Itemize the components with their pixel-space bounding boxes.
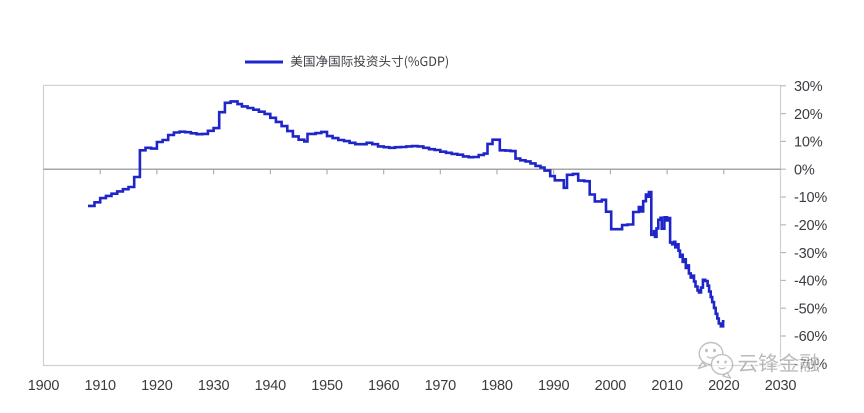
- svg-text:-50%: -50%: [794, 301, 827, 317]
- svg-text:-20%: -20%: [794, 218, 827, 234]
- svg-text:1920: 1920: [141, 378, 173, 394]
- svg-text:-40%: -40%: [794, 274, 827, 290]
- svg-text:2020: 2020: [708, 378, 740, 394]
- svg-text:1980: 1980: [481, 378, 513, 394]
- svg-text:2010: 2010: [651, 378, 683, 394]
- svg-text:-10%: -10%: [794, 190, 827, 206]
- svg-text:1930: 1930: [198, 378, 230, 394]
- svg-text:1940: 1940: [255, 378, 287, 394]
- svg-text:30%: 30%: [794, 79, 823, 95]
- svg-text:1900: 1900: [28, 378, 60, 394]
- svg-text:20%: 20%: [794, 107, 823, 123]
- svg-text:2000: 2000: [595, 378, 627, 394]
- svg-text:1970: 1970: [425, 378, 457, 394]
- svg-text:1950: 1950: [311, 378, 343, 394]
- svg-text:0%: 0%: [794, 162, 815, 178]
- svg-text:2030: 2030: [765, 378, 797, 394]
- svg-text:-60%: -60%: [794, 329, 827, 345]
- svg-text:1910: 1910: [84, 378, 116, 394]
- svg-text:10%: 10%: [794, 135, 823, 151]
- svg-text:1960: 1960: [368, 378, 400, 394]
- svg-text:-30%: -30%: [794, 246, 827, 262]
- svg-text:1990: 1990: [538, 378, 570, 394]
